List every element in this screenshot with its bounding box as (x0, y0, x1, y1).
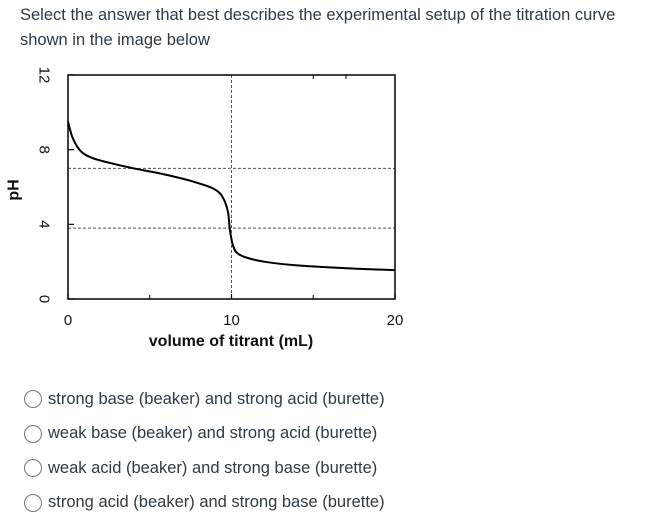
answer-options: strong base (beaker) and strong acid (bu… (24, 382, 385, 520)
radio-button[interactable] (24, 390, 42, 408)
option-label: strong base (beaker) and strong acid (bu… (48, 390, 385, 409)
y-axis-label: pH (6, 179, 23, 200)
y-tick-label: 12 (36, 67, 53, 84)
x-axis-ticks: 0 10 20 (64, 75, 404, 329)
reference-lines (68, 75, 395, 299)
radio-button[interactable] (24, 494, 42, 512)
answer-option-2[interactable]: weak base (beaker) and strong acid (bure… (24, 417, 385, 452)
option-label: weak base (beaker) and strong acid (bure… (48, 424, 377, 443)
radio-button[interactable] (24, 425, 42, 443)
answer-option-4[interactable]: strong acid (beaker) and strong base (bu… (24, 486, 385, 520)
answer-option-1[interactable]: strong base (beaker) and strong acid (bu… (24, 382, 385, 417)
answer-option-3[interactable]: weak acid (beaker) and strong base (bure… (24, 451, 385, 486)
x-tick-label: 20 (387, 312, 404, 329)
radio-button[interactable] (24, 459, 42, 477)
x-tick-label: 10 (223, 312, 240, 329)
x-axis-label: volume of titrant (mL) (149, 333, 313, 350)
option-label: weak acid (beaker) and strong base (bure… (48, 459, 377, 478)
y-tick-label: 0 (36, 295, 53, 303)
x-tick-label: 0 (64, 312, 72, 329)
option-label: strong acid (beaker) and strong base (bu… (48, 493, 385, 512)
y-tick-label: 4 (36, 220, 53, 228)
titration-chart: 0 4 8 12 0 10 20 pH volume of titrant (mL) (0, 0, 658, 380)
y-tick-label: 8 (36, 145, 53, 153)
